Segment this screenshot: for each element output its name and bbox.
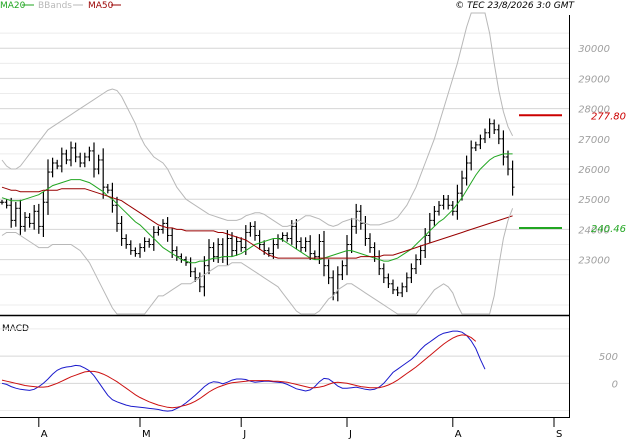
price-y-tick-label: 27000: [578, 135, 610, 146]
series-line-ma50: [1, 186, 513, 259]
price-grid: [0, 32, 569, 306]
macd-line-signal: [1, 334, 477, 409]
macd-y-tick-label: 0: [612, 379, 618, 390]
x-axis-label: J: [348, 429, 352, 440]
legend: MA20 BBands MA50: [0, 1, 121, 11]
ohlc-bars: [0, 118, 515, 302]
macd-y-ticks: 0 500: [599, 352, 618, 390]
x-axis-label: S: [556, 429, 562, 440]
x-axis-label: A: [455, 429, 462, 440]
macd-y-tick-label: 500: [599, 352, 618, 363]
price-y-ticks: 23000 24000 25000 26000 27000 28000 29000 30000: [578, 44, 610, 266]
macd-series: [1, 330, 486, 412]
price-y-tick-label: 28000: [578, 105, 610, 116]
price-marker-label: 277.80: [591, 111, 626, 122]
copyright-label: © TEC 23/8/2026 3:0 GMT: [455, 1, 575, 11]
price-y-tick-label: 24000: [578, 225, 610, 236]
series-line-bb-upper: [1, 12, 514, 227]
price-y-tick-label: 30000: [578, 44, 610, 55]
price-series: [1, 12, 514, 315]
price-markers: 277.80 240.46: [519, 111, 626, 235]
price-marker-label: 240.46: [591, 224, 626, 235]
price-y-tick-label: 26000: [578, 165, 610, 176]
price-panel: 23000 24000 25000 26000 27000 28000 29000 30000…: [0, 12, 626, 315]
series-line-ma20: [1, 153, 513, 264]
series-line-bb-lower: [1, 208, 514, 315]
macd-grid: [0, 328, 569, 412]
macd-line-macd: [1, 330, 486, 412]
price-y-tick-label: 25000: [578, 195, 610, 206]
x-axis-label: J: [242, 429, 246, 440]
legend-ma50-label: MA50: [88, 1, 114, 11]
price-y-tick-label: 29000: [578, 74, 610, 85]
legend-bbands-label: BBands: [38, 1, 72, 11]
x-axis-label: M: [142, 429, 151, 440]
price-y-tick-label: 23000: [578, 256, 610, 267]
x-axis-label: A: [41, 429, 48, 440]
legend-ma20-label: MA20: [0, 1, 26, 11]
